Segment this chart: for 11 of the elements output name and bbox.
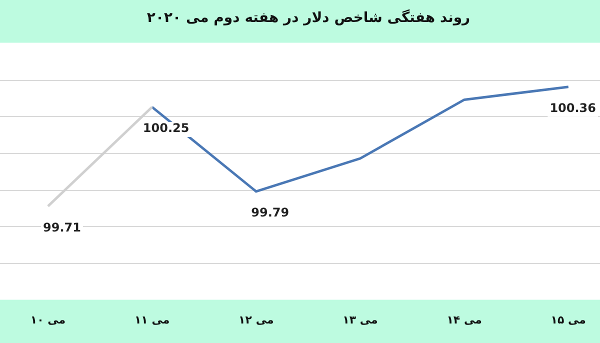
chart-title: روند هفتگی شاخص دلار در هفته دوم می ۲۰۲۰ [146, 9, 470, 26]
x-tick-label: ۱۳ می [342, 313, 378, 326]
data-label: 99.79 [251, 206, 290, 220]
x-tick-label: ۱۵ می [550, 313, 586, 326]
data-label: 100.25 [142, 121, 190, 136]
data-label: 99.71 [43, 220, 81, 234]
x-tick-label: ۱۰ می [30, 313, 66, 326]
x-tick-label: ۱۱ می [134, 313, 170, 326]
data-label: 100.36 [550, 100, 596, 115]
x-tick-label: ۱۲ می [238, 313, 274, 326]
x-tick-label: ۱۴ می [446, 313, 482, 326]
